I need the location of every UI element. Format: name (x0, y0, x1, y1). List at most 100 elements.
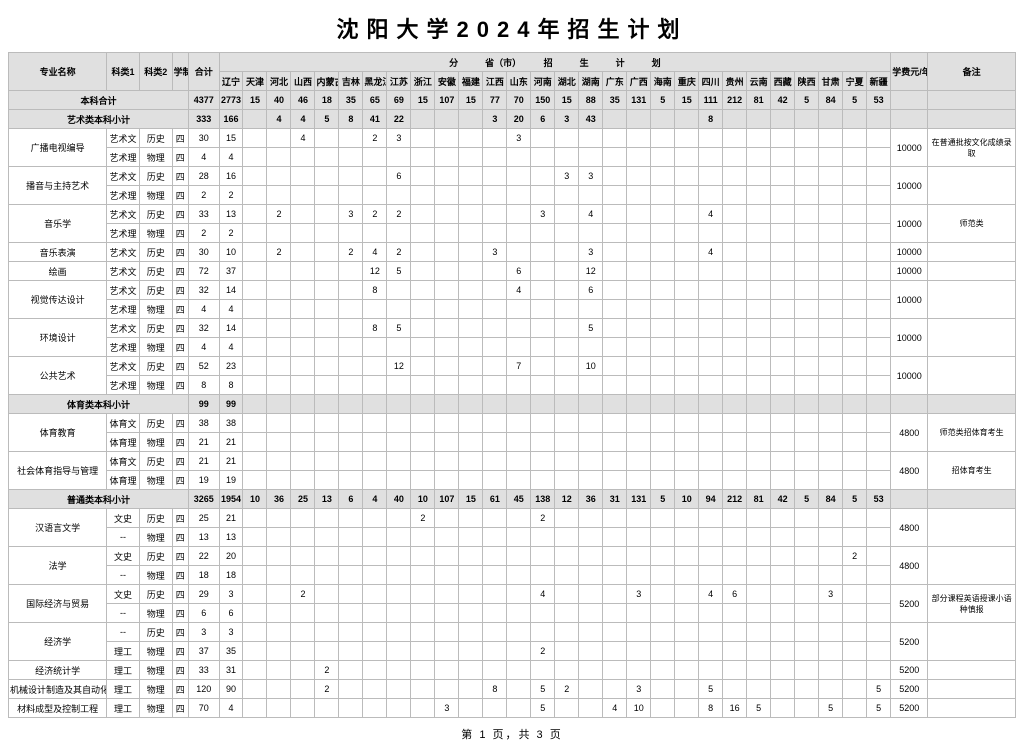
cell-value (411, 300, 435, 319)
cell-value (339, 585, 363, 604)
cell-value: 8 (363, 281, 387, 300)
cell-value: 5 (699, 680, 723, 699)
cell-sys: 四 (172, 167, 188, 186)
cell-value (555, 205, 579, 224)
cell-note (928, 262, 1016, 281)
cell-fee: 10000 (891, 281, 928, 319)
cell-value (411, 471, 435, 490)
cell-value (267, 661, 291, 680)
cell-value (507, 471, 531, 490)
cell-fee: 4800 (891, 509, 928, 547)
cell-value (291, 699, 315, 718)
cell-value (699, 262, 723, 281)
cell-total: 13 (188, 528, 219, 547)
cell-value (771, 661, 795, 680)
cell-value (771, 376, 795, 395)
cell-cat1: 艺术理 (107, 224, 140, 243)
cell-value (459, 433, 483, 452)
cell-value (291, 414, 315, 433)
cell-value: 3 (627, 680, 651, 699)
cell-value (435, 528, 459, 547)
cell-value (867, 319, 891, 338)
cell-sys: 四 (172, 357, 188, 376)
cell-value (339, 319, 363, 338)
cell-value (771, 528, 795, 547)
cell-major: 绘画 (9, 262, 107, 281)
cell-value (435, 680, 459, 699)
cell-value (795, 509, 819, 528)
cell-value: 5 (867, 699, 891, 718)
cell-value (267, 680, 291, 699)
cell-value: 3 (435, 699, 459, 718)
cell-value (867, 661, 891, 680)
cell-value (267, 376, 291, 395)
cell-major: 国际经济与贸易 (9, 585, 107, 623)
cell-value (867, 566, 891, 585)
cell-value (795, 224, 819, 243)
cell-value (531, 471, 555, 490)
cell-value (243, 699, 267, 718)
cell-cat2: 物理 (139, 148, 172, 167)
cell-value (771, 129, 795, 148)
cell-value (675, 319, 699, 338)
cell-value: 3 (387, 129, 411, 148)
cell-value (459, 528, 483, 547)
cell-value (291, 528, 315, 547)
cell-value (243, 319, 267, 338)
cell-value (531, 338, 555, 357)
cell-value (291, 566, 315, 585)
cell-value (267, 338, 291, 357)
cell-value (291, 338, 315, 357)
cell-value: 4 (219, 148, 243, 167)
cell-cat1: 艺术文 (107, 281, 140, 300)
hdr-province: 四川 (699, 72, 723, 91)
cell-value (723, 357, 747, 376)
cell-value (483, 281, 507, 300)
cell-value (771, 319, 795, 338)
cell-value (531, 376, 555, 395)
cell-value (699, 129, 723, 148)
cell-value (267, 566, 291, 585)
cell-sys: 四 (172, 699, 188, 718)
cell-value: 37 (219, 262, 243, 281)
cell-sys: 四 (172, 604, 188, 623)
cell-value: 4 (531, 585, 555, 604)
cell-value: 10 (579, 357, 603, 376)
cell-value (603, 528, 627, 547)
cell-value (771, 699, 795, 718)
cell-value (771, 566, 795, 585)
cell-value: 2 (363, 205, 387, 224)
cell-value: 5 (387, 319, 411, 338)
cell-cat1: 文史 (107, 509, 140, 528)
cell-value (363, 167, 387, 186)
cell-total: 38 (188, 414, 219, 433)
cell-value (435, 604, 459, 623)
hdr-province-group: 分 省（市） 招 生 计 划 (219, 53, 891, 72)
table-row: --物理四1313 (9, 528, 1016, 547)
cell-value (723, 547, 747, 566)
cell-value (291, 642, 315, 661)
cell-value (675, 642, 699, 661)
cell-fee: 5200 (891, 699, 928, 718)
cell-value (267, 414, 291, 433)
cell-fee: 5200 (891, 661, 928, 680)
cell-value (507, 376, 531, 395)
table-row: 国际经济与贸易文史历史四2932434635200部分课程英语授课小语种慎报 (9, 585, 1016, 604)
cell-cat1: 艺术文 (107, 319, 140, 338)
cell-value (483, 433, 507, 452)
cell-cat2: 物理 (139, 680, 172, 699)
cell-value: 4 (699, 585, 723, 604)
cell-value: 5 (531, 680, 555, 699)
cell-value (627, 604, 651, 623)
cell-sys: 四 (172, 224, 188, 243)
cell-value: 4 (699, 205, 723, 224)
cell-value: 20 (219, 547, 243, 566)
cell-cat2: 历史 (139, 414, 172, 433)
hdr-fee: 学费元/年 (891, 53, 928, 91)
cell-value (411, 699, 435, 718)
hdr-province: 河南 (531, 72, 555, 91)
cell-major: 广播电视编导 (9, 129, 107, 167)
cell-value (339, 262, 363, 281)
cell-value (555, 642, 579, 661)
cell-value (507, 205, 531, 224)
